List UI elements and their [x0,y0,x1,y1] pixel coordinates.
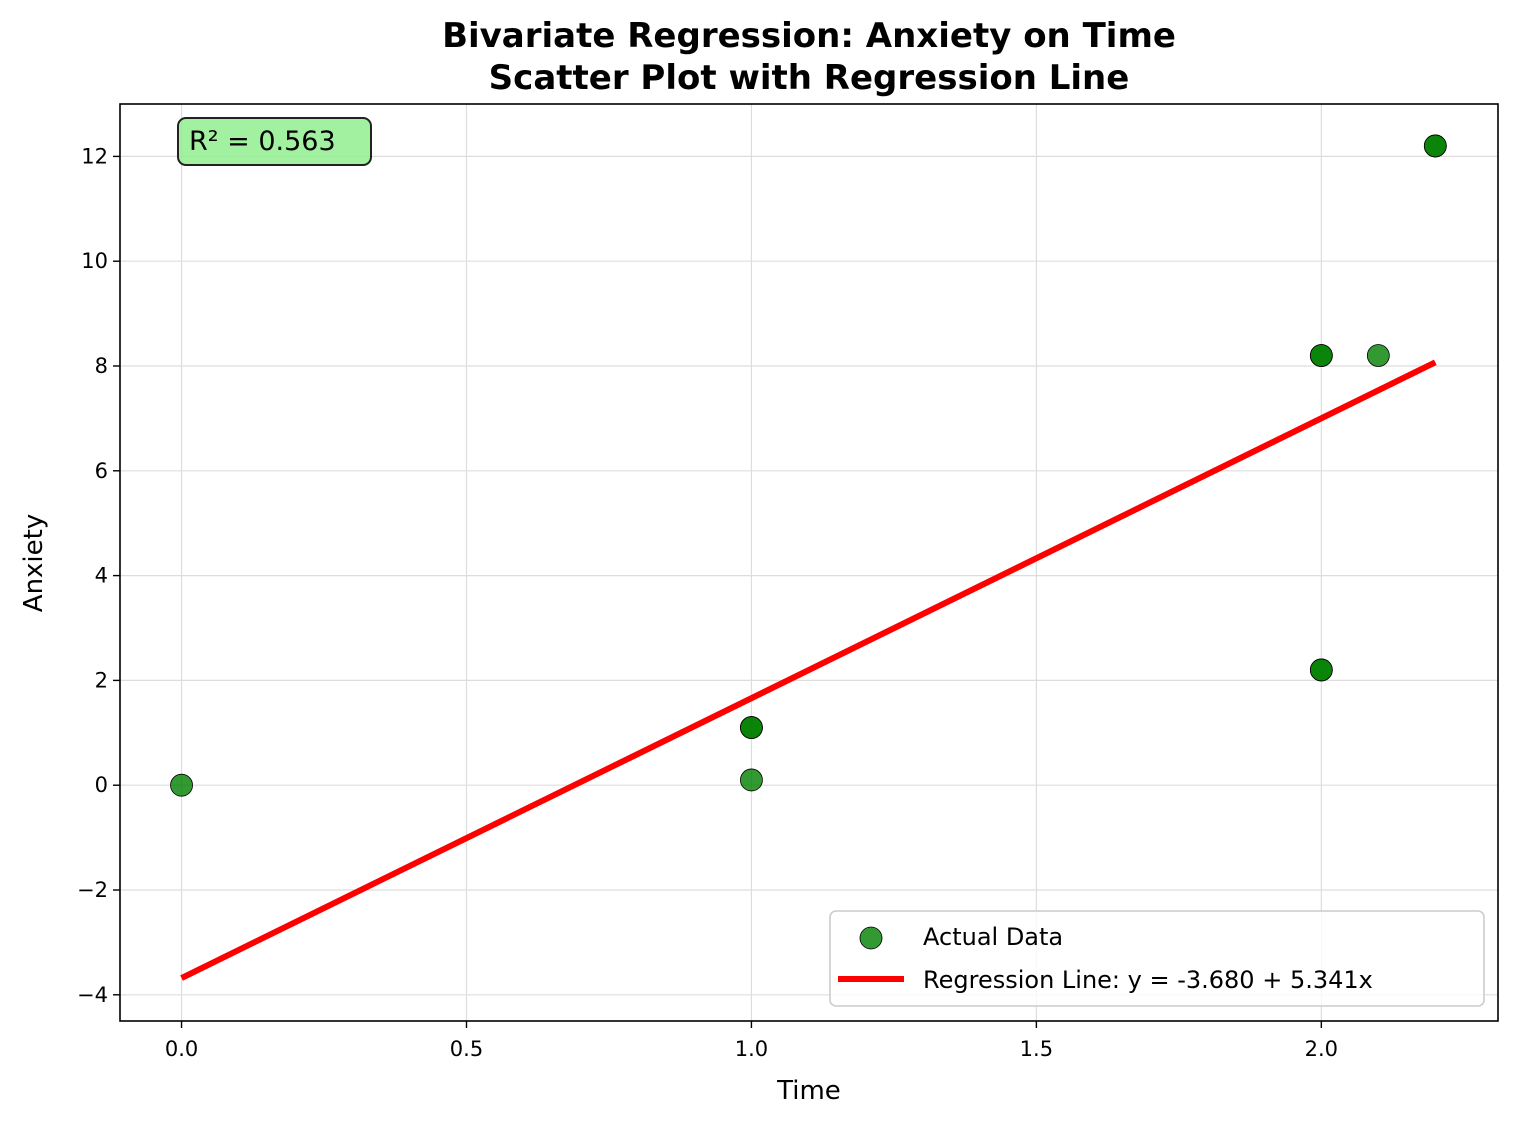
y-tick-label: 0 [95,773,108,797]
regression-line-layer [180,359,1437,981]
y-tick-label: 6 [95,459,108,483]
legend-marker-actual-data [859,926,883,950]
data-point [1423,134,1447,158]
scatter-points [170,134,1447,797]
data-point [1309,658,1333,682]
x-tick-label: 0.5 [450,1037,483,1061]
data-point [740,768,763,792]
y-tick-label: 8 [95,354,108,378]
y-tick-label: −2 [77,878,108,902]
x-tick-label: 2.0 [1305,1037,1338,1061]
data-point [740,716,763,739]
x-axis-label: Time [776,1076,841,1106]
x-tick-label: 1.0 [735,1037,768,1061]
y-tick-label: −4 [77,983,108,1007]
legend: Actual Data Regression Line: y = -3.680 … [829,910,1485,1007]
chart-title-line1: Bivariate Regression: Anxiety on Time [442,16,1176,56]
y-tick-label: 12 [81,144,108,168]
x-axis-ticks: 0.0 0.5 1.0 1.5 2.0 [165,1021,1338,1061]
regression-line [180,359,1437,981]
y-tick-label: 10 [81,249,108,273]
legend-label-actual-data: Actual Data [923,923,1063,951]
data-point [1366,344,1390,367]
chart-title-line2: Scatter Plot with Regression Line [489,58,1130,98]
plot-frame [119,103,1499,1022]
grid [120,104,1498,1021]
legend-box [829,910,1485,1007]
data-point [1309,344,1333,367]
x-tick-label: 0.0 [165,1037,198,1061]
y-tick-label: 4 [95,564,108,588]
y-axis-label: Anxiety [19,514,49,612]
y-axis-ticks: −4 −2 0 2 4 6 8 10 12 [77,144,120,1007]
r2-annotation: R² = 0.563 [177,117,372,166]
data-point [170,773,193,797]
r2-annotation-box [177,117,372,166]
legend-label-regression-line: Regression Line: y = -3.680 + 5.341x [923,966,1373,994]
y-tick-label: 2 [95,668,108,692]
r2-annotation-text: R² = 0.563 [189,126,336,157]
x-tick-label: 1.5 [1020,1037,1053,1061]
